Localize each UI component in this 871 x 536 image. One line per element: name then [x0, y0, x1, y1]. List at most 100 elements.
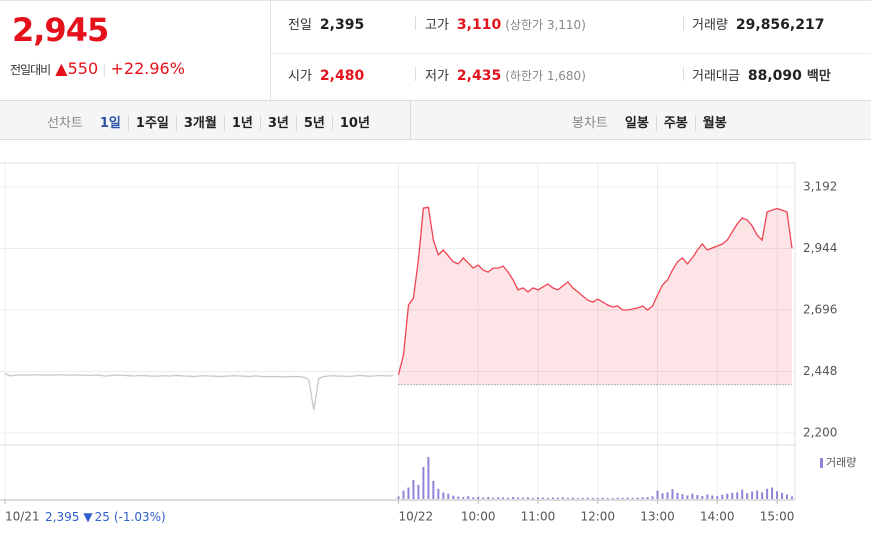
- quote-label: 전일: [288, 18, 312, 33]
- x-tick-label: 12:00: [580, 510, 615, 524]
- volume-bar: [407, 487, 410, 499]
- volume-bar: [482, 497, 485, 499]
- prev-price: 2,395: [45, 510, 79, 524]
- divider: [415, 16, 416, 30]
- volume-bar: [631, 497, 634, 499]
- volume-bar: [756, 490, 759, 499]
- volume-bar: [502, 497, 505, 499]
- volume-bar: [442, 492, 445, 499]
- volume-bar: [546, 497, 549, 499]
- quote-label: 거래량: [692, 18, 728, 33]
- x-tick-label: 10:00: [461, 510, 496, 524]
- quote-value: 3,110: [456, 17, 502, 33]
- volume-bar: [581, 497, 584, 499]
- volume-bar: [606, 497, 609, 499]
- divider: [683, 16, 684, 30]
- chart: 거래량 2,395 ▼ 25 (-1.03%) 2,200 2,448 2,696 2,94…: [0, 162, 856, 524]
- volume-bar: [541, 497, 544, 499]
- volume-bar: [551, 497, 554, 499]
- volume-bar: [452, 495, 455, 499]
- current-price: 2,945: [12, 11, 109, 49]
- tab[interactable]: 3개월: [175, 116, 224, 131]
- volume-bar: [621, 497, 624, 499]
- tab[interactable]: 10년: [331, 116, 377, 131]
- volume-bar: [472, 497, 475, 499]
- volume-bar: [686, 495, 689, 499]
- volume-bar: [586, 497, 589, 499]
- volume-bar: [462, 497, 465, 499]
- line-chart-tabs: 선차트 1일 1주일 3개월 1년 3년 5년 10년: [47, 112, 377, 131]
- legend-label: 거래량: [826, 456, 856, 469]
- volume-bar: [507, 497, 510, 499]
- quote-unit: 백만: [806, 69, 831, 84]
- quote-header: 2,945 전일대비 ▲550 | +22.96% 전일 2,395 고가 3,110(…: [0, 0, 871, 100]
- quote: 거래대금 88,090 백만: [692, 65, 831, 84]
- volume-bar: [576, 498, 579, 499]
- quote-label: 시가: [288, 69, 312, 84]
- quote: 시가 2,480: [288, 65, 364, 84]
- tab[interactable]: 일봉: [624, 116, 649, 131]
- price-line: [4, 372, 394, 411]
- volume-bar: [596, 498, 599, 499]
- tab[interactable]: 3년: [259, 116, 296, 131]
- volume-bar: [736, 492, 739, 499]
- volume-bar: [706, 494, 709, 499]
- volume-bar: [447, 493, 450, 499]
- quote-value: 2,395: [319, 17, 365, 33]
- change-line: 전일대비 ▲550 | +22.96%: [10, 59, 185, 78]
- y-tick-label: 2,696: [803, 303, 837, 317]
- volume-bar: [716, 496, 719, 499]
- tab[interactable]: 5년: [295, 116, 332, 131]
- volume-bar: [571, 497, 574, 499]
- tab-group-label: 봉차트: [572, 116, 608, 131]
- quote: 고가 3,110 (상한가 3,110): [425, 14, 586, 33]
- volume-bar: [402, 490, 405, 499]
- volume-bar: [671, 489, 674, 499]
- volume-bar: [691, 493, 694, 499]
- down-icon: ▼: [83, 510, 93, 524]
- quote-value: 2,435: [456, 68, 502, 84]
- quote-label: 저가: [425, 69, 449, 84]
- tab[interactable]: 월봉: [694, 116, 734, 131]
- volume-bar: [561, 497, 564, 499]
- volume-bar: [432, 480, 435, 499]
- tab[interactable]: 1년: [223, 116, 260, 131]
- volume-bar: [766, 488, 769, 499]
- volume-bar: [771, 487, 774, 499]
- volume-bar: [726, 493, 729, 499]
- divider: [410, 101, 411, 139]
- quote-value: 29,856,217: [735, 17, 825, 33]
- separator: |: [102, 63, 107, 78]
- volume-bar: [397, 496, 400, 499]
- volume-bar: [721, 494, 724, 499]
- tab[interactable]: 1주일: [127, 116, 176, 131]
- tab[interactable]: 주봉: [655, 116, 695, 131]
- legend-swatch: [820, 458, 823, 468]
- y-tick-label: 3,192: [803, 180, 837, 194]
- volume-bar: [536, 497, 539, 499]
- volume-bar: [681, 494, 684, 499]
- volume-bar: [651, 496, 654, 499]
- y-tick-label: 2,944: [803, 241, 837, 255]
- x-tick-label: 14:00: [700, 510, 735, 524]
- x-tick-label: 15:00: [760, 510, 795, 524]
- volume-bar: [512, 497, 515, 499]
- volume-bar: [701, 495, 704, 499]
- volume-bar: [492, 497, 495, 499]
- volume-bar: [616, 497, 619, 499]
- volume-bar: [656, 490, 659, 499]
- quote-value: 2,480: [319, 68, 365, 84]
- area-fill: [398, 207, 792, 385]
- volume-bar: [666, 492, 669, 499]
- volume-bar: [626, 497, 629, 499]
- y-tick-label: 2,448: [803, 364, 837, 378]
- prev-day-info: 2,395 ▼ 25 (-1.03%): [45, 510, 166, 524]
- volume-bar: [791, 496, 793, 499]
- volume-bar: [751, 491, 754, 499]
- tab[interactable]: 1일: [99, 116, 121, 131]
- row-divider: [271, 53, 871, 54]
- volume-bar: [646, 497, 649, 499]
- quote-value: 88,090: [747, 68, 802, 84]
- volume-bar: [591, 497, 594, 499]
